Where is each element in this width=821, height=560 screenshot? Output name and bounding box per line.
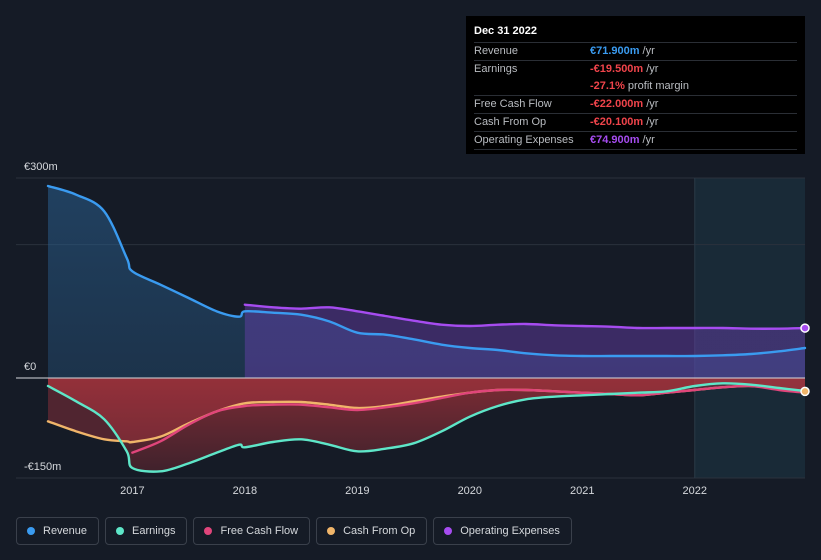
legend-label: Earnings [132, 525, 176, 537]
end-marker-cash-from-op [800, 386, 810, 397]
legend-label: Cash From Op [343, 525, 416, 537]
series-line-operating-expenses [243, 303, 807, 330]
legend-label: Revenue [43, 525, 88, 537]
tooltip-row-operating-expenses: Operating Expenses €74.900m /yr [474, 132, 797, 150]
y-axis-label: €0 [24, 361, 36, 373]
tooltip-row-cash-from-op: Cash From Op -€20.100m /yr [474, 114, 797, 132]
x-tick-label: 2019 [345, 485, 369, 497]
tooltip-label: Operating Expenses [474, 134, 574, 146]
x-tick-label: 2020 [458, 485, 482, 497]
legend-item-revenue[interactable]: Revenue [16, 517, 100, 545]
legend-item-operating-expenses[interactable]: Operating Expenses [433, 517, 572, 545]
tooltip-label: Cash From Op [474, 116, 547, 128]
earnings-area [48, 378, 805, 472]
tooltip-label: Earnings [474, 63, 518, 75]
tooltip-row-profit-margin: -27.1% profit margin [474, 78, 797, 96]
legend-item-cash-from-op[interactable]: Cash From Op [316, 517, 428, 545]
tooltip-row-free-cash-flow: Free Cash Flow -€22.000m /yr [474, 96, 797, 114]
tooltip-value: -€19.500m [590, 63, 644, 75]
series-line-free-cash-flow [131, 384, 807, 454]
tooltip-unit: /yr [646, 116, 659, 128]
tooltip-date: Dec 31 2022 [474, 24, 797, 43]
legend-label: Free Cash Flow [220, 525, 299, 537]
tooltip-row-revenue: Revenue €71.900m /yr [474, 43, 797, 61]
tooltip-unit: /yr [646, 63, 659, 75]
tooltip-unit: profit margin [627, 80, 689, 92]
data-tooltip: Dec 31 2022 Revenue €71.900m /yr Earning… [466, 16, 805, 154]
series-line-revenue [46, 184, 807, 358]
tooltip-value: -€20.100m [590, 116, 644, 128]
operating-expenses-area [244, 304, 805, 378]
x-tick-label: 2022 [683, 485, 707, 497]
tooltip-value: €71.900m [590, 45, 640, 57]
y-axis-label: -€150m [24, 461, 61, 473]
x-tick-label: 2021 [570, 485, 594, 497]
tooltip-value: -€22.000m [590, 98, 644, 110]
tooltip-unit: /yr [642, 134, 655, 146]
legend-item-free-cash-flow[interactable]: Free Cash Flow [193, 517, 311, 545]
revenue-dot-icon [27, 527, 35, 535]
earnings-dot-icon [116, 527, 125, 535]
tooltip-label: Free Cash Flow [474, 98, 552, 110]
revenue-area [48, 186, 805, 378]
series-line-earnings [46, 382, 807, 473]
chart-legend: Revenue Earnings Free Cash Flow Cash Fro… [16, 517, 572, 545]
cash-from-op-dot-icon [327, 527, 336, 535]
tooltip-unit: /yr [642, 45, 655, 57]
legend-item-earnings[interactable]: Earnings [105, 517, 188, 545]
tooltip-label: Revenue [474, 45, 519, 57]
tooltip-value: -27.1% [590, 80, 625, 92]
tooltip-value: €74.900m [590, 134, 640, 146]
x-tick-label: 2018 [233, 485, 257, 497]
end-marker-operating-expenses [800, 323, 810, 333]
tooltip-row-earnings: Earnings -€19.500m /yr [474, 61, 797, 78]
legend-label: Operating Expenses [460, 525, 560, 537]
operating-expenses-dot-icon [444, 527, 453, 535]
tooltip-label [474, 78, 590, 95]
tooltip-unit: /yr [646, 98, 659, 110]
y-axis-label: €300m [24, 161, 58, 173]
free-cash-flow-dot-icon [204, 527, 213, 535]
x-tick-label: 2017 [120, 485, 144, 497]
